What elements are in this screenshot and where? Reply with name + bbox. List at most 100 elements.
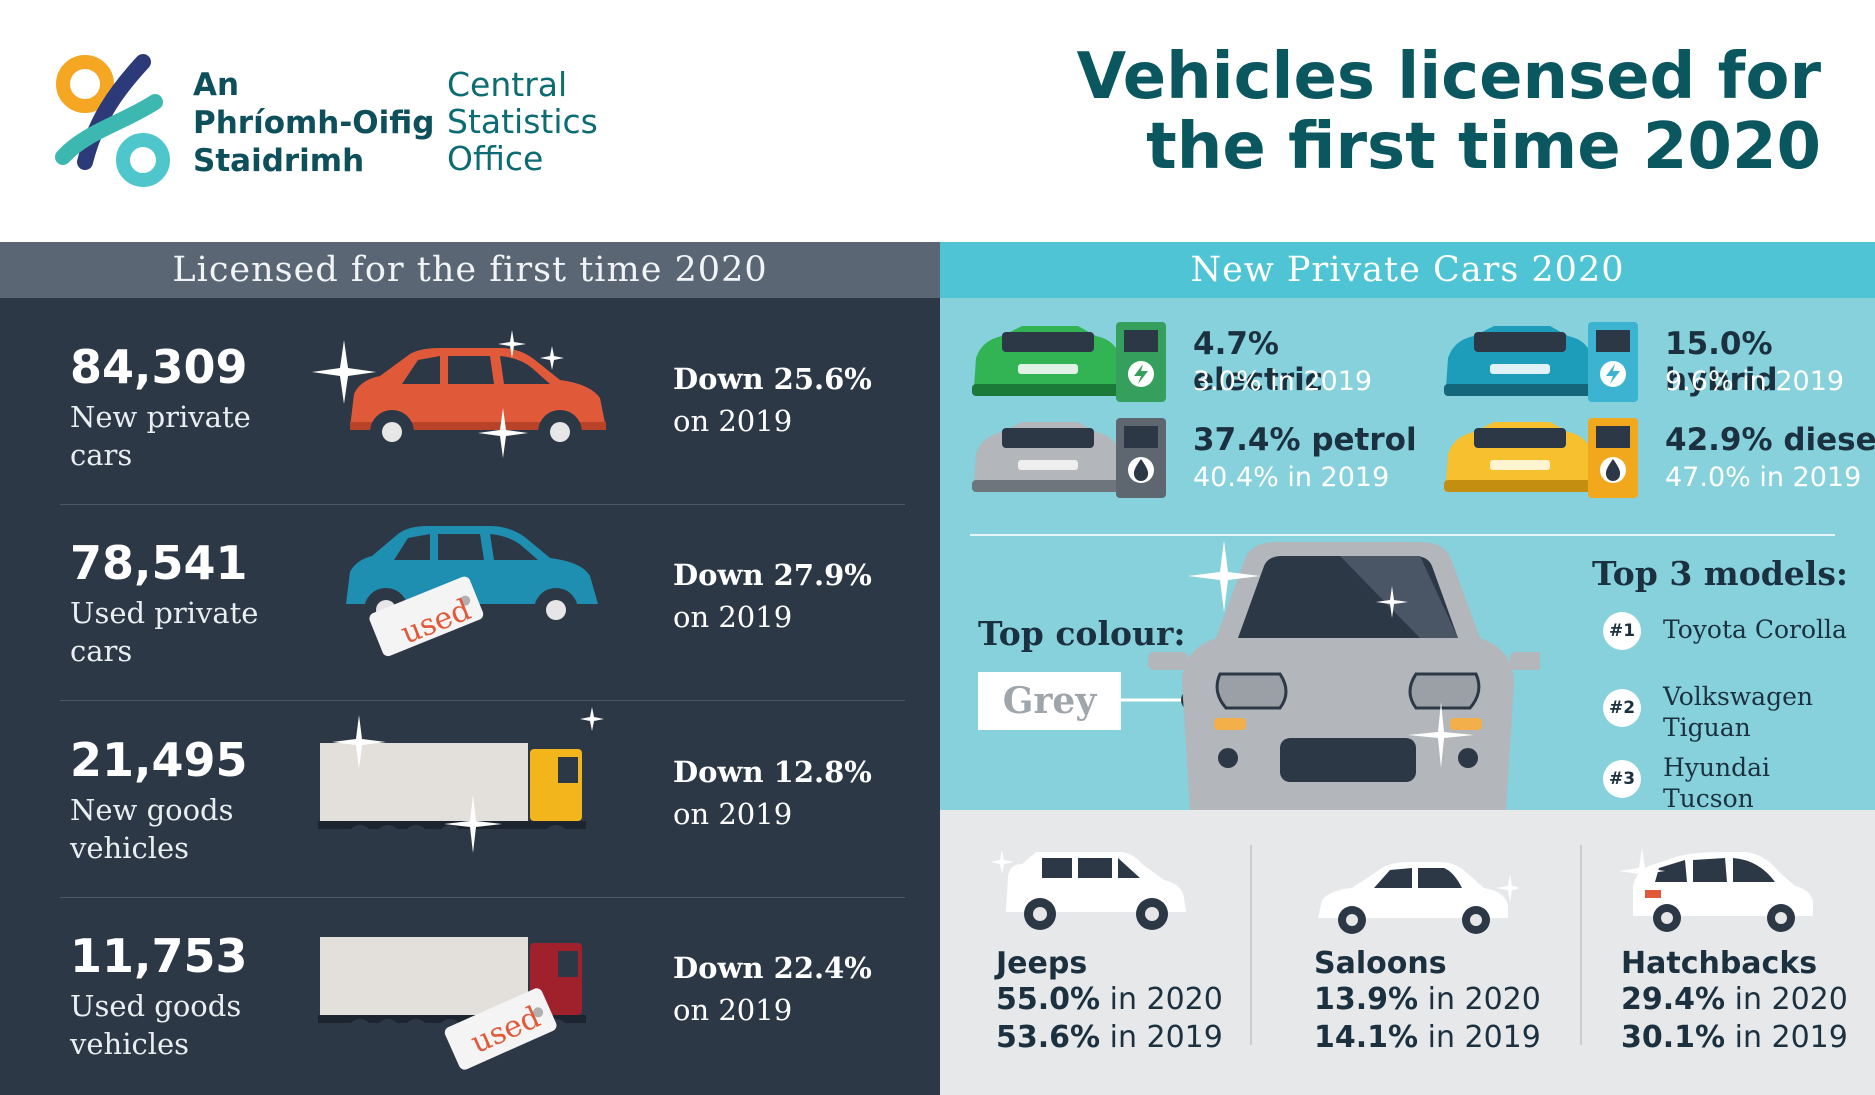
stat-value: 11,753 bbox=[70, 929, 248, 983]
stat-label: New private cars bbox=[70, 400, 251, 472]
top-colour-value: Grey bbox=[978, 672, 1121, 730]
fuel-share: 42.9% diesel bbox=[1665, 422, 1875, 458]
fuel-share-2019: 40.4% in 2019 bbox=[1193, 462, 1390, 493]
stat-change-value: Down 25.6% bbox=[673, 362, 872, 396]
stat-change: Down 22.4% on 2019 bbox=[673, 947, 872, 1031]
fuel-hybrid: 15.0% hybrid 9.6% in 2019 bbox=[1440, 318, 1875, 408]
top-models-title: Top 3 models: bbox=[1592, 554, 1849, 593]
model-name: Hyundai Tucson bbox=[1663, 753, 1771, 813]
body-type-name: Saloons bbox=[1314, 946, 1447, 981]
stat-value: 78,541 bbox=[70, 536, 248, 590]
body-type-name: Jeeps bbox=[996, 946, 1088, 981]
body-year: in 2019 bbox=[1725, 1020, 1848, 1055]
bolt-icon bbox=[1606, 364, 1620, 384]
body-share-2020: 29.4% in 2020 bbox=[1621, 982, 1848, 1017]
drop-icon bbox=[1605, 459, 1621, 481]
stat-row-new-goods-vehicles: 21,495 New goods vehicles Down 12.8% on … bbox=[0, 691, 940, 887]
body-share-2020: 13.9% in 2020 bbox=[1314, 982, 1541, 1017]
new-car-icon bbox=[312, 330, 606, 458]
body-year: in 2020 bbox=[1100, 982, 1223, 1017]
body-share-2019: 53.6% in 2019 bbox=[996, 1020, 1223, 1055]
fuel-petrol: 37.4% petrol 40.4% in 2019 bbox=[968, 414, 1418, 504]
org-name-english-line: Central bbox=[447, 65, 568, 104]
stat-label: New goods vehicles bbox=[70, 793, 234, 865]
org-name-irish-line: Phríomh-Oifig bbox=[193, 105, 435, 141]
divider bbox=[970, 534, 1835, 536]
stat-change-comparison: on 2019 bbox=[673, 600, 793, 634]
org-name-irish: An Phríomh-Oifig Staidrimh bbox=[193, 66, 434, 180]
used-truck-icon: used bbox=[318, 937, 586, 1070]
fuel-share: 4.7% electric bbox=[1193, 326, 1324, 398]
body-type-jeeps: Jeeps 55.0% in 2020 53.6% in 2019 bbox=[940, 810, 1250, 1095]
body-type-name: Hatchbacks bbox=[1621, 946, 1818, 981]
body-year: in 2020 bbox=[1418, 982, 1541, 1017]
body-year: in 2019 bbox=[1100, 1020, 1223, 1055]
fuel-electric: 4.7% electric 3.0% in 2019 bbox=[968, 318, 1418, 408]
drop-icon bbox=[1133, 459, 1149, 481]
used-car-icon: used bbox=[346, 526, 598, 657]
electric-car-pump-icon bbox=[972, 322, 1166, 402]
stat-change-comparison: on 2019 bbox=[673, 404, 793, 438]
new-truck-icon bbox=[318, 707, 604, 853]
body-pct: 55.0% bbox=[996, 982, 1101, 1017]
left-panel: Licensed for the first time 2020 84,309 … bbox=[0, 242, 940, 1095]
hatchback-icon bbox=[1619, 848, 1813, 932]
rank-badge: #3 bbox=[1603, 760, 1641, 798]
divider bbox=[60, 504, 905, 505]
grey-car-front-icon bbox=[1120, 542, 1540, 810]
fuel-share: 15.0% hybrid bbox=[1665, 326, 1778, 398]
fuel-diesel: 42.9% diesel 47.0% in 2019 bbox=[1440, 414, 1875, 504]
right-panel-heading: New Private Cars 2020 bbox=[940, 242, 1875, 298]
stat-row-new-private-cars: 84,309 New private cars Down 25.6% on 20… bbox=[0, 298, 940, 494]
fuel-share-2019: 3.0% in 2019 bbox=[1193, 366, 1373, 397]
body-share-2019: 14.1% in 2019 bbox=[1314, 1020, 1541, 1055]
model-name: Volkswagen Tiguan bbox=[1663, 682, 1813, 742]
body-type-saloons: Saloons 13.9% in 2020 14.1% in 2019 bbox=[1258, 810, 1568, 1095]
left-panel-heading: Licensed for the first time 2020 bbox=[0, 242, 940, 298]
rank-badge: #2 bbox=[1603, 689, 1641, 727]
stat-label: Used private cars bbox=[70, 596, 259, 668]
cso-logo-icon bbox=[55, 54, 170, 187]
divider bbox=[60, 700, 905, 701]
page-title-line: Vehicles licensed for bbox=[1076, 40, 1821, 114]
stat-change-value: Down 12.8% bbox=[673, 755, 872, 789]
petrol-car-pump-icon bbox=[972, 418, 1166, 498]
body-type-panel: Jeeps 55.0% in 2020 53.6% in 2019 Saloon… bbox=[940, 810, 1875, 1095]
body-share-2020: 55.0% in 2020 bbox=[996, 982, 1223, 1017]
fuel-share: 37.4% petrol bbox=[1193, 422, 1417, 458]
org-name-english-line: Statistics bbox=[447, 102, 598, 141]
body-share-2019: 30.1% in 2019 bbox=[1621, 1020, 1848, 1055]
body-pct: 29.4% bbox=[1621, 982, 1726, 1017]
saloon-icon bbox=[1318, 862, 1518, 934]
stat-value: 84,309 bbox=[70, 340, 248, 394]
divider bbox=[60, 897, 905, 898]
stat-row-used-private-cars: 78,541 Used private cars used Down 27.9%… bbox=[0, 494, 940, 690]
body-pct: 30.1% bbox=[1621, 1020, 1726, 1055]
stat-change: Down 12.8% on 2019 bbox=[673, 751, 872, 835]
body-pct: 13.9% bbox=[1314, 982, 1419, 1017]
header: An Phríomh-Oifig Staidrimh Central Stati… bbox=[0, 0, 1875, 242]
page-title: Vehicles licensed for the first time 202… bbox=[921, 42, 1821, 182]
body-pct: 14.1% bbox=[1314, 1020, 1419, 1055]
stat-change-comparison: on 2019 bbox=[673, 797, 793, 831]
stat-change: Down 27.9% on 2019 bbox=[673, 554, 872, 638]
body-year: in 2020 bbox=[1725, 982, 1848, 1017]
stat-label: Used goods vehicles bbox=[70, 989, 242, 1061]
org-name-english: Central Statistics Office bbox=[447, 66, 598, 177]
rank-badge: #1 bbox=[1603, 612, 1641, 650]
top-colour-label: Top colour: bbox=[978, 614, 1186, 653]
stat-row-used-goods-vehicles: 11,753 Used goods vehicles used Down 22.… bbox=[0, 887, 940, 1083]
fuel-share-2019: 9.6% in 2019 bbox=[1665, 366, 1845, 397]
stat-change-value: Down 27.9% bbox=[673, 558, 872, 592]
org-name-irish-line: Staidrimh bbox=[193, 143, 365, 179]
right-panel: New Private Cars 2020 4.7% electric 3.0%… bbox=[940, 242, 1875, 813]
hybrid-car-pump-icon bbox=[1444, 322, 1638, 402]
body-type-hatchbacks: Hatchbacks 29.4% in 2020 30.1% in 2019 bbox=[1565, 810, 1875, 1095]
page-title-line: the first time 2020 bbox=[1146, 110, 1821, 184]
divider bbox=[1250, 845, 1252, 1045]
stat-value: 21,495 bbox=[70, 733, 248, 787]
stat-change-value: Down 22.4% bbox=[673, 951, 872, 985]
diesel-car-pump-icon bbox=[1444, 418, 1638, 498]
org-name-irish-line: An bbox=[193, 67, 240, 103]
body-pct: 53.6% bbox=[996, 1020, 1101, 1055]
